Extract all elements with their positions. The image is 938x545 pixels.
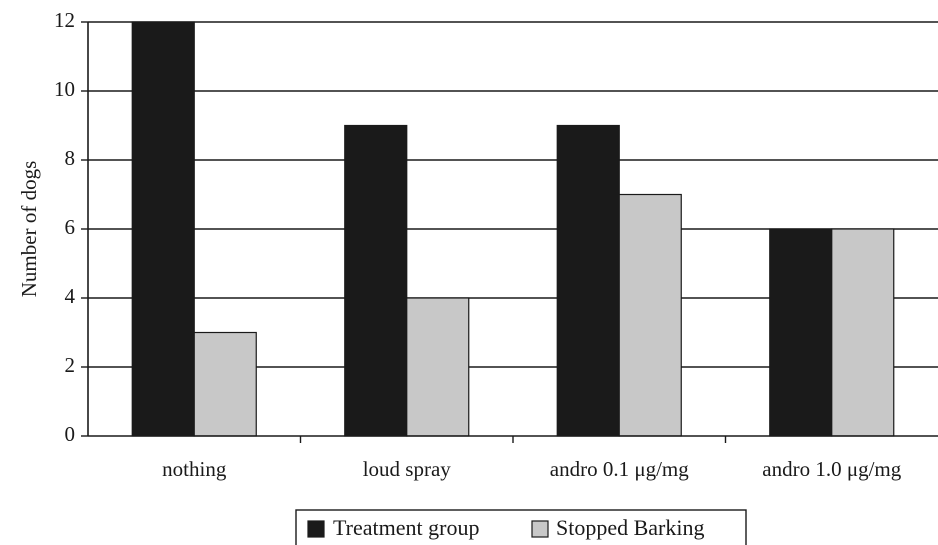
legend-label: Treatment group [333,515,479,540]
y-tick-label: 8 [65,146,76,170]
x-tick-labels: nothing loud spray andro 0.1 μg/mg andro 1.… [162,457,902,481]
y-tick-label: 12 [54,8,75,32]
bars [131,21,895,437]
legend-swatch [307,520,325,538]
legend-box [295,509,747,545]
bar-treatment-group [769,228,833,437]
y-tick-label: 0 [65,422,76,446]
bar-stopped-barking [618,193,682,437]
x-category-label: andro 0.1 μg/mg [550,457,689,481]
x-category-label: andro 1.0 μg/mg [762,457,901,481]
x-category-label: nothing [162,457,227,481]
bar-treatment-group [131,21,195,437]
bar-stopped-barking [831,228,895,437]
y-axis-title: Number of dogs [17,161,41,297]
legend-label: Stopped Barking [556,515,705,540]
legend-swatch [531,520,549,538]
y-tick-labels: 0 2 4 6 8 10 12 [54,8,76,446]
bar-stopped-barking [406,297,470,437]
x-category-label: loud spray [363,457,452,481]
y-tick-label: 4 [65,284,76,308]
bar-treatment-group [344,124,408,437]
y-tick-label: 10 [54,77,75,101]
axes [81,21,938,443]
bar-treatment-group [556,124,620,437]
y-tick-label: 6 [65,215,76,239]
y-tick-label: 2 [65,353,76,377]
legend: Treatment group Stopped Barking [295,509,747,545]
bar-stopped-barking [193,331,257,437]
